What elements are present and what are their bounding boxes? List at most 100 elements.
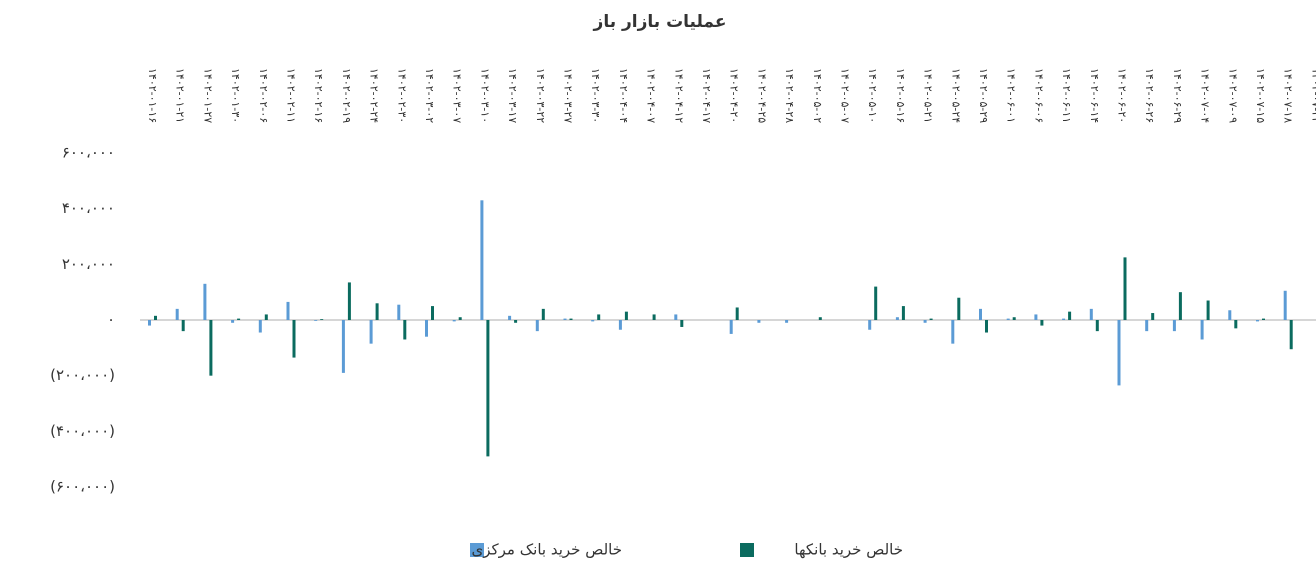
x-tick-label: ۱۴۰۲-۰۲-۱۶ — [312, 68, 325, 123]
bar — [231, 320, 235, 323]
bar — [458, 317, 462, 320]
bar — [237, 318, 241, 320]
x-tick-label: ۱۴۰۲-۰۶-۰۶ — [1032, 68, 1045, 123]
bar — [286, 301, 290, 320]
bar — [1228, 310, 1232, 320]
bar — [369, 320, 373, 344]
bar — [785, 320, 789, 323]
bar — [258, 320, 262, 333]
x-tick-label: ۱۴۰۲-۰۳-۰۲ — [423, 68, 436, 123]
bar — [508, 315, 512, 320]
bar — [874, 286, 878, 320]
chart-title: عملیات بازار باز — [593, 12, 727, 32]
y-tick-label: ۴۰۰،۰۰۰ — [62, 199, 115, 217]
x-tick-label: ۱۴۰۲-۰۱-۲۷ — [201, 68, 214, 123]
bar — [757, 320, 761, 323]
x-tick-label: ۱۴۰۲-۰۷-۰۴ — [1199, 68, 1212, 123]
bar — [541, 308, 545, 320]
x-tick-label: ۱۴۰۲-۰۶-۱۱ — [1060, 68, 1073, 123]
x-tick-label: ۱۴۰۲-۰۵-۰۲ — [811, 68, 824, 123]
legend-swatch — [740, 543, 754, 557]
bar — [1089, 308, 1093, 320]
bar — [1123, 257, 1127, 320]
x-tick-label: ۱۴۰۲-۰۲-۲۴ — [368, 68, 381, 123]
bar — [181, 320, 185, 332]
x-tick-label: ۱۴۰۲-۰۷-۱۵ — [1254, 68, 1267, 123]
bar — [209, 320, 213, 376]
bar — [452, 320, 456, 322]
bar — [652, 314, 656, 320]
bar — [292, 320, 296, 358]
bar — [569, 318, 573, 320]
bar — [1062, 318, 1066, 320]
x-tick-label: ۱۴۰۲-۰۴-۲۸ — [783, 68, 796, 123]
y-tick-label: (۶۰۰،۰۰۰) — [50, 478, 115, 496]
x-tick-label: ۱۴۰۲-۰۶-۲۹ — [1171, 68, 1184, 123]
x-tick-label: ۱۴۰۲-۰۵-۱۶ — [894, 68, 907, 123]
x-tick-label: ۱۴۰۲-۰۵-۲۱ — [922, 68, 935, 123]
bar — [868, 320, 872, 330]
x-tick-label: ۱۴۰۲-۰۳-۲۲ — [534, 68, 547, 123]
bar — [1283, 290, 1287, 320]
bar — [729, 320, 733, 334]
bar — [1095, 320, 1099, 332]
x-tick-label: ۱۴۰۲-۰۴-۲۰ — [728, 68, 741, 123]
bar — [597, 314, 601, 320]
bar — [1068, 311, 1072, 320]
x-tick-label: ۱۴۰۲-۰۱-۳۰ — [229, 68, 242, 123]
bar — [314, 320, 318, 321]
legend-label: خالص خرید بانکها — [794, 541, 903, 559]
x-tick-label: ۱۴۰۲-۰۷-۲۴ — [1309, 68, 1316, 123]
bar — [1289, 320, 1293, 350]
x-tick-label: ۱۴۰۲-۰۴-۲۵ — [755, 68, 768, 123]
x-tick-label: ۱۴۰۲-۰۵-۱۰ — [866, 68, 879, 123]
bar — [320, 319, 324, 320]
bar — [203, 283, 207, 320]
y-tick-label: (۴۰۰،۰۰۰) — [50, 422, 115, 440]
bar — [431, 306, 434, 320]
x-tick-label: ۱۴۰۲-۰۳-۱۰ — [478, 68, 491, 123]
x-tick-label: ۱۴۰۲-۰۳-۰۷ — [451, 68, 464, 123]
bar — [1117, 320, 1121, 386]
bar — [535, 320, 539, 332]
x-tick-label: ۱۴۰۲-۰۶-۲۶ — [1143, 68, 1156, 123]
bar — [1151, 313, 1155, 320]
x-tick-label: ۱۴۰۲-۰۵-۲۴ — [949, 68, 962, 123]
bar — [979, 308, 982, 320]
bar — [175, 308, 179, 320]
x-tick-label: ۱۴۰۲-۰۲-۱۹ — [340, 68, 353, 123]
bar — [680, 320, 684, 327]
bar — [591, 320, 595, 322]
legend-swatch — [470, 543, 484, 557]
bar — [1206, 300, 1210, 320]
bar — [1256, 320, 1259, 322]
bar — [514, 320, 518, 323]
bar — [985, 320, 988, 333]
bar — [375, 303, 379, 320]
bar — [1034, 314, 1038, 320]
x-tick-label: ۱۴۰۲-۰۶-۰۱ — [1005, 68, 1018, 123]
bar — [341, 320, 345, 373]
y-tick-label: ۰ — [107, 311, 115, 329]
bar — [264, 314, 268, 320]
x-tick-label: ۱۴۰۲-۰۵-۰۷ — [839, 68, 852, 123]
bar — [563, 318, 567, 320]
bar — [1006, 318, 1010, 320]
bar — [957, 297, 961, 320]
bar — [148, 320, 151, 326]
y-tick-label: ۲۰۰،۰۰۰ — [62, 255, 115, 273]
bar — [929, 318, 933, 320]
bar — [480, 200, 484, 320]
bar — [951, 320, 955, 344]
x-tick-label: ۱۴۰۲-۰۳-۱۷ — [506, 68, 519, 123]
x-tick-label: ۱۴۰۲-۰۲-۰۶ — [257, 68, 270, 123]
bar — [618, 320, 622, 330]
bar — [1172, 320, 1176, 332]
x-tick-label: ۱۴۰۲-۰۶-۱۴ — [1088, 68, 1101, 123]
bar — [486, 320, 490, 457]
x-tick-label: ۱۴۰۲-۰۵-۲۹ — [977, 68, 990, 123]
bar — [397, 304, 401, 320]
x-tick-label: ۱۴۰۲-۰۶-۲۰ — [1116, 68, 1129, 123]
x-tick-label: ۱۴۰۲-۰۷-۰۹ — [1226, 68, 1239, 123]
